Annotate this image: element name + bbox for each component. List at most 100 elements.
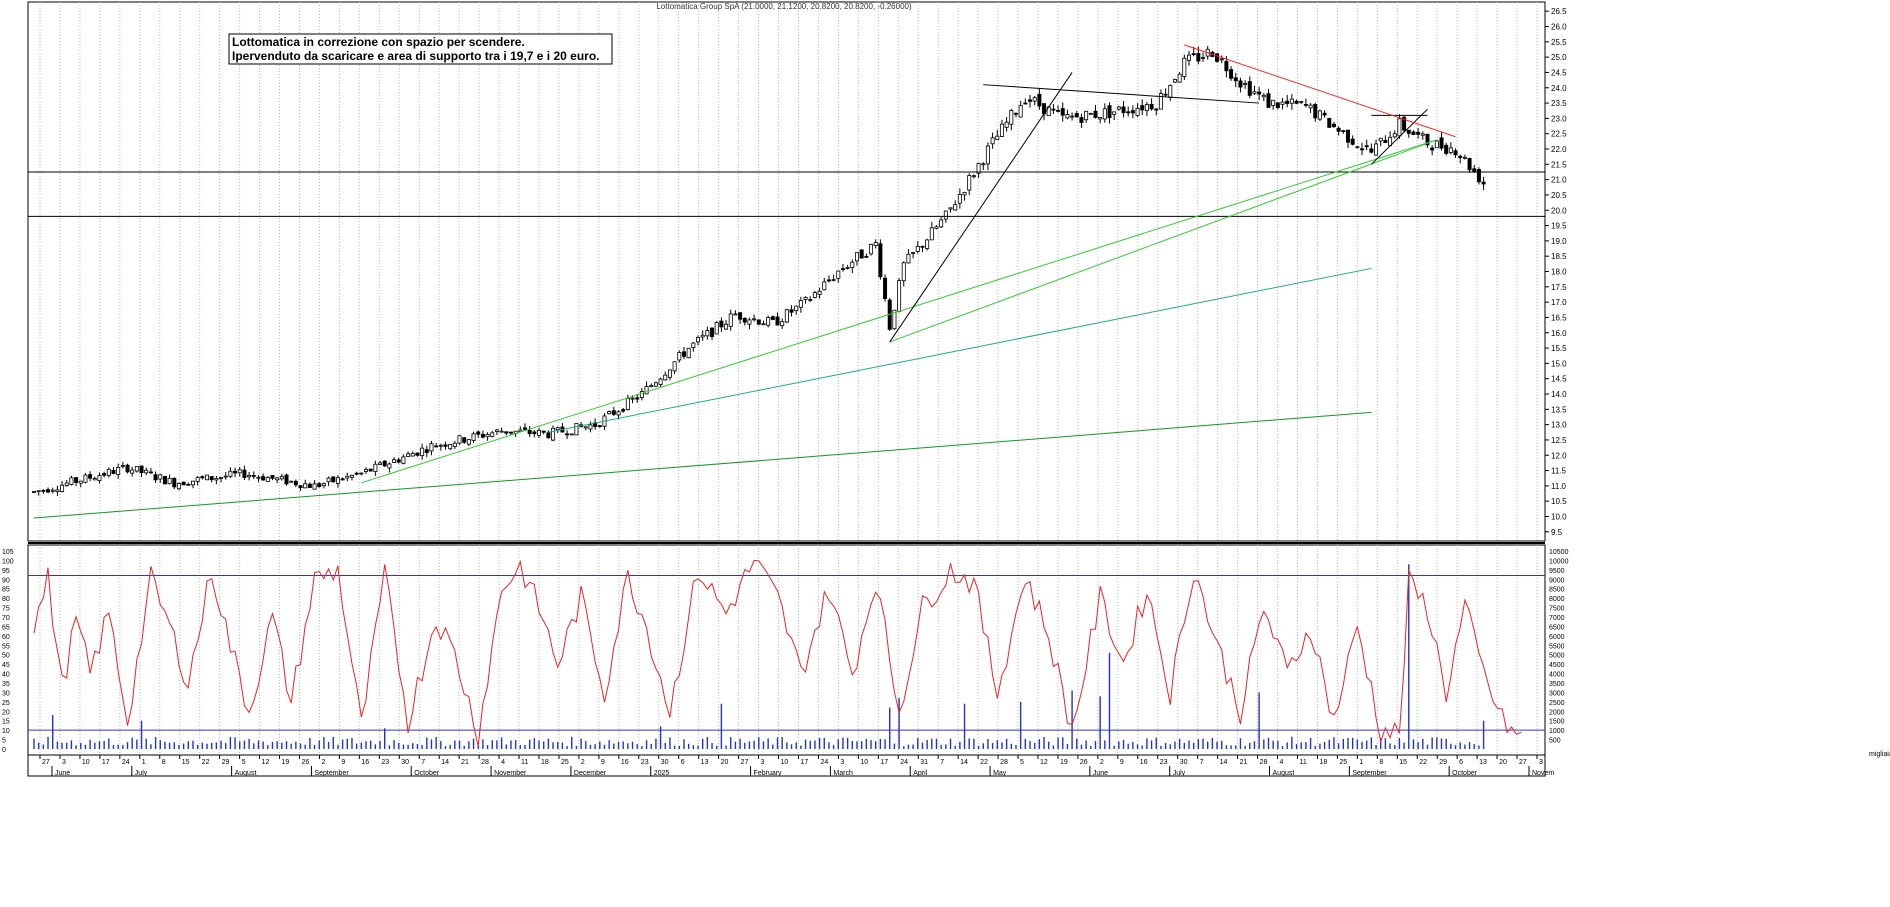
candle-body <box>92 478 97 481</box>
candle-body <box>331 476 336 483</box>
oscillator-y-tick-label: 40 <box>2 672 10 679</box>
candle-body <box>1130 110 1135 114</box>
candle-body <box>1416 131 1421 135</box>
candle-body <box>457 435 462 444</box>
candle-body <box>864 255 869 258</box>
candle-body <box>223 475 228 478</box>
candle-body <box>672 361 677 372</box>
candle-body <box>1168 84 1173 98</box>
candle-body <box>798 300 803 308</box>
volume-y-tick-label: 3500 <box>1549 681 1565 688</box>
candle-body <box>911 252 916 254</box>
candle-body <box>401 456 406 464</box>
candle-body <box>1191 53 1196 56</box>
candle-body <box>630 397 635 400</box>
date-month-label: August <box>1273 770 1295 777</box>
candle-body <box>261 476 266 481</box>
candle-body <box>1116 106 1121 110</box>
date-month-label: June <box>1093 770 1108 777</box>
date-day-label: 28 <box>481 759 489 766</box>
date-day-label: 27 <box>1519 759 1527 766</box>
date-day-label: 18 <box>1319 759 1327 766</box>
date-day-label: 22 <box>202 759 210 766</box>
candle-body <box>83 474 88 483</box>
candle-body <box>1308 104 1313 109</box>
candle-body <box>420 447 425 457</box>
price-y-tick-label: 26.0 <box>1551 23 1567 32</box>
candle-body <box>130 469 135 474</box>
volume-y-tick-label: 3000 <box>1549 690 1565 697</box>
candle-body <box>1056 109 1061 112</box>
date-day-label: 18 <box>541 759 549 766</box>
candle-body <box>190 480 195 486</box>
candle-body <box>569 433 574 436</box>
date-day-label: 1 <box>142 759 146 766</box>
candle-body <box>298 485 303 489</box>
oscillator-y-tick-label: 80 <box>2 596 10 603</box>
date-day-label: 14 <box>1220 759 1228 766</box>
date-day-label: 29 <box>1439 759 1447 766</box>
price-y-tick-label: 20.0 <box>1551 206 1567 215</box>
candle-body <box>775 316 780 326</box>
candle-body <box>242 469 247 478</box>
candle-body <box>635 397 640 400</box>
oscillator-y-tick-label: 65 <box>2 624 10 631</box>
candle-body <box>490 432 495 437</box>
candle-body <box>1345 129 1350 143</box>
date-day-label: 25 <box>561 759 569 766</box>
candle-body <box>658 378 663 385</box>
candle-body <box>831 279 836 281</box>
candle-body <box>284 474 289 485</box>
oscillator-y-tick-label: 105 <box>2 549 14 556</box>
candle-body <box>326 477 331 483</box>
volume-y-tick-label: 7000 <box>1549 615 1565 622</box>
candle-body <box>976 163 981 174</box>
price-y-tick-label: 17.0 <box>1551 298 1567 307</box>
date-day-label: 8 <box>1379 759 1383 766</box>
candle-body <box>714 322 719 335</box>
candle-body <box>1257 91 1262 95</box>
candle-body <box>929 227 934 241</box>
candle-body <box>1467 157 1472 171</box>
candle-body <box>1149 103 1154 110</box>
date-month-label: July <box>1173 770 1186 777</box>
candle-body <box>1285 100 1290 105</box>
price-y-tick-label: 26.5 <box>1551 7 1567 16</box>
oscillator-y-tick-label: 60 <box>2 634 10 641</box>
annotation-box: Lottomatica in correzione con spazio per… <box>228 33 613 65</box>
candle-body <box>752 318 757 321</box>
candle-body <box>1224 61 1229 72</box>
candle-body <box>1430 147 1435 151</box>
oscillator-y-tick-label: 70 <box>2 615 10 622</box>
date-day-label: 28 <box>1260 759 1268 766</box>
candle-body <box>925 239 930 249</box>
candle-body <box>134 465 139 472</box>
price-y-tick-label: 19.5 <box>1551 222 1567 231</box>
trend-line-wedge <box>1371 108 1428 165</box>
candle-body <box>747 319 752 325</box>
date-day-label: 30 <box>401 759 409 766</box>
candle-body <box>111 469 116 474</box>
candle-body <box>733 313 738 316</box>
date-day-label: 11 <box>521 759 528 766</box>
candle-body <box>462 437 467 443</box>
candle-body <box>438 444 443 447</box>
candle-body <box>1336 127 1341 132</box>
candle-body <box>186 483 191 486</box>
candle-body <box>1341 130 1346 133</box>
candle-body <box>597 425 602 427</box>
candle-body <box>335 477 340 484</box>
price-y-tick-label: 19.0 <box>1551 237 1567 246</box>
candle-body <box>1112 111 1117 115</box>
candle-body <box>176 483 181 490</box>
candle-body <box>1420 133 1425 136</box>
candle-body <box>967 175 972 191</box>
candle-body <box>1360 148 1365 151</box>
candle-body <box>1322 112 1327 116</box>
date-day-label: 6 <box>681 759 685 766</box>
date-day-label: 15 <box>1399 759 1407 766</box>
candle-body <box>1028 99 1033 102</box>
candle-body <box>1172 79 1177 83</box>
candle-body <box>696 336 701 343</box>
candle-body <box>934 226 939 229</box>
